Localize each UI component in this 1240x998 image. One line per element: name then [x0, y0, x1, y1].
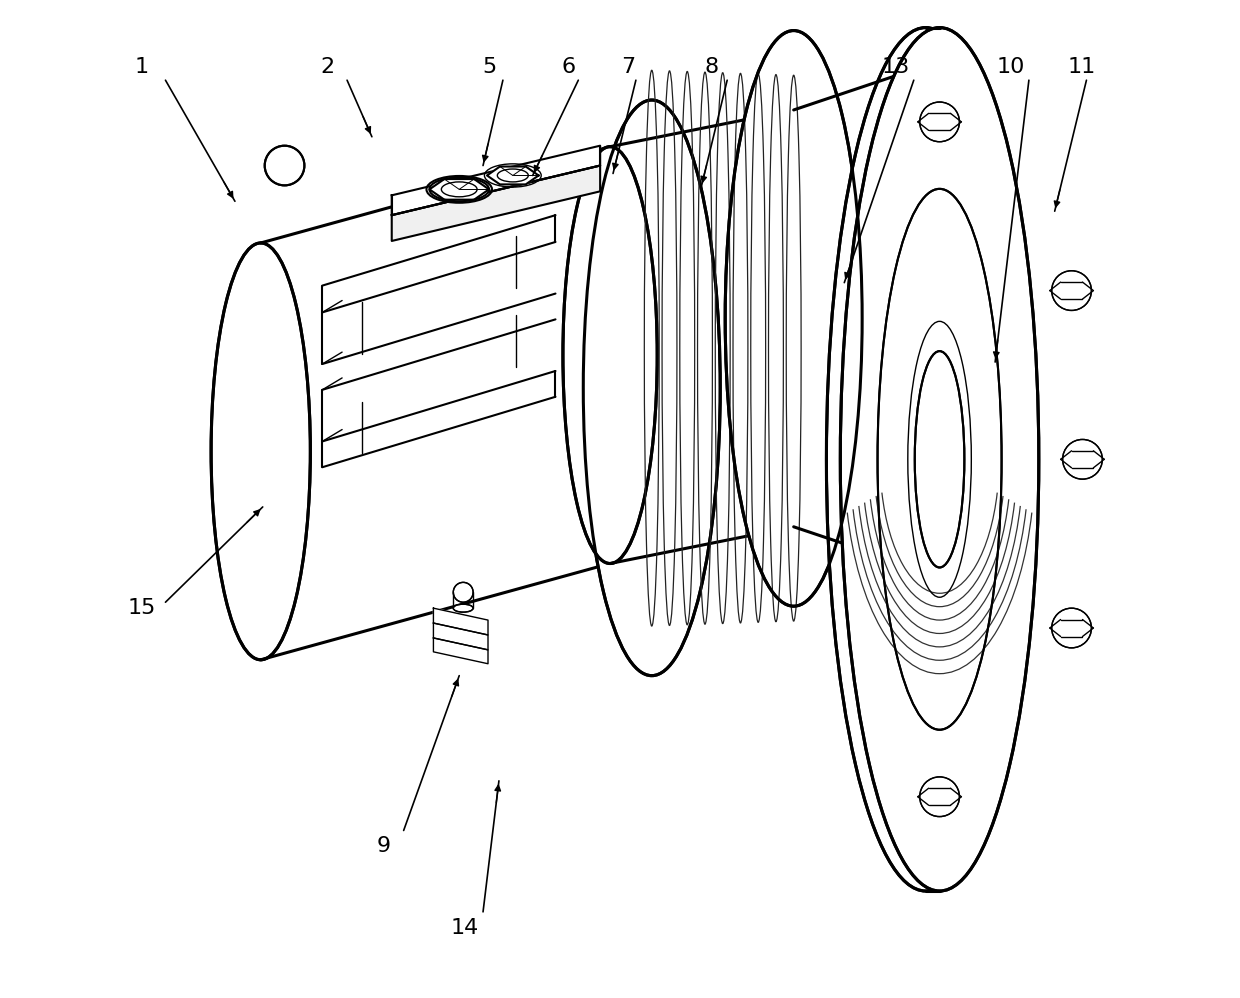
Ellipse shape [826, 28, 1025, 891]
Circle shape [264, 146, 304, 186]
Text: 1: 1 [135, 57, 149, 77]
Ellipse shape [878, 189, 1002, 730]
Ellipse shape [725, 31, 862, 606]
Text: 6: 6 [562, 57, 575, 77]
Ellipse shape [211, 243, 310, 660]
Ellipse shape [563, 147, 657, 564]
Polygon shape [487, 167, 538, 185]
Polygon shape [434, 608, 489, 635]
Text: 10: 10 [997, 57, 1025, 77]
Circle shape [1063, 439, 1102, 479]
Polygon shape [434, 638, 489, 664]
Text: 15: 15 [128, 598, 156, 618]
Circle shape [920, 776, 960, 816]
Text: 2: 2 [320, 57, 335, 77]
Circle shape [1052, 608, 1091, 648]
Circle shape [454, 583, 474, 602]
Text: 8: 8 [704, 57, 718, 77]
Ellipse shape [429, 178, 489, 202]
Polygon shape [429, 179, 489, 200]
Text: 9: 9 [377, 836, 391, 856]
Polygon shape [392, 146, 600, 216]
Polygon shape [434, 623, 489, 650]
Polygon shape [392, 166, 600, 241]
Text: 7: 7 [621, 57, 635, 77]
Ellipse shape [454, 604, 474, 612]
Text: 5: 5 [482, 57, 496, 77]
Circle shape [920, 102, 960, 142]
Circle shape [1052, 270, 1091, 310]
Ellipse shape [841, 28, 1039, 891]
Text: 11: 11 [1068, 57, 1096, 77]
Text: 14: 14 [451, 918, 480, 938]
Ellipse shape [915, 351, 965, 568]
Ellipse shape [583, 100, 720, 676]
Text: 13: 13 [882, 57, 910, 77]
